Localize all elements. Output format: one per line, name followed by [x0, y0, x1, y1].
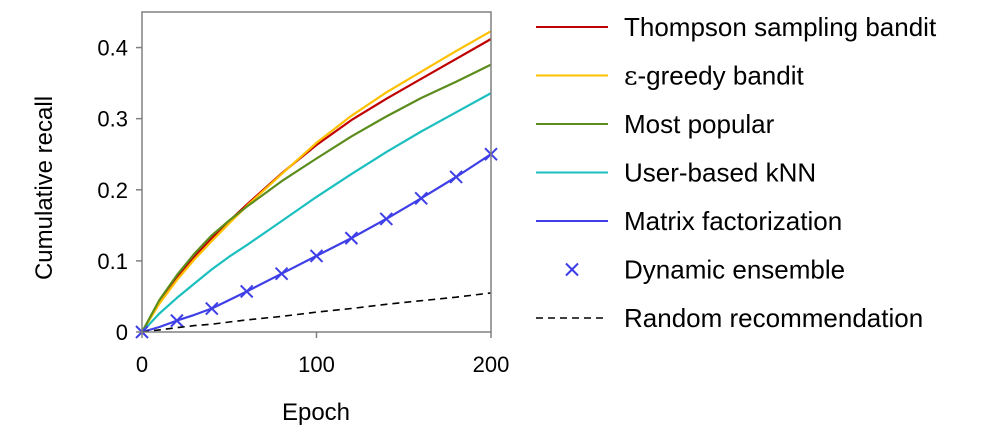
plot-area: [135, 30, 498, 339]
legend-item-thompson-sampling-bandit: Thompson sampling bandit: [536, 12, 937, 42]
legend-item-most-popular: Most popular: [536, 109, 775, 139]
data-point-marker: [170, 313, 184, 328]
series-line-greedy-bandit: [141, 30, 492, 333]
data-point-marker: [414, 191, 428, 206]
series-line-matrix-factorization: [141, 153, 492, 334]
legend-label: Random recommendation: [624, 303, 923, 333]
legend-label: Most popular: [624, 109, 775, 139]
legend-item-user-based-knn: User-based kNN: [536, 158, 816, 188]
series-line-most-popular: [141, 63, 492, 333]
series-line-thompson-sampling-bandit: [141, 38, 492, 333]
legend-label: Thompson sampling bandit: [624, 12, 937, 42]
series-line-user-based-knn: [141, 92, 492, 333]
data-point-marker: [205, 301, 219, 316]
legend-label: ε-greedy bandit: [624, 61, 804, 92]
x-axis-label: Epoch: [282, 399, 350, 426]
legend-label: User-based kNN: [624, 158, 816, 188]
data-point-marker: [239, 284, 254, 299]
legend: Thompson sampling bandit ε-greedy bandit M…: [536, 12, 937, 333]
y-axis-label: Cumulative recall: [31, 96, 58, 280]
data-point-marker: [274, 266, 289, 281]
x-tick-label: 100: [298, 352, 335, 377]
series-line-random-recommendation: [141, 292, 492, 333]
x-tick-label: 0: [136, 352, 148, 377]
legend-label: Matrix factorization: [624, 206, 842, 236]
data-point-marker: [379, 212, 394, 226]
data-point-marker: [344, 231, 359, 245]
y-tick-label: 0: [116, 320, 128, 345]
axes: 0 0.1 0.2 0.3 0.4 0 100 200: [97, 11, 510, 377]
data-point-marker: [309, 249, 324, 263]
legend-item-random-recommendation: Random recommendation: [536, 303, 923, 333]
legend-item-greedy-bandit: ε-greedy bandit: [536, 61, 804, 92]
y-tick-label: 0.2: [97, 178, 128, 203]
legend-label: Dynamic ensemble: [624, 255, 845, 285]
y-tick-label: 0.4: [97, 36, 128, 61]
legend-item-matrix-factorization: Matrix factorization: [536, 206, 842, 236]
x-tick-label: 200: [473, 352, 510, 377]
series-dynamic-ensemble: [135, 147, 498, 339]
data-point-marker: [449, 170, 463, 184]
y-tick-label: 0.3: [97, 107, 128, 132]
y-tick-label: 0.1: [97, 249, 128, 274]
legend-item-dynamic-ensemble: Dynamic ensemble: [565, 255, 845, 285]
legend-marker: [565, 262, 579, 277]
